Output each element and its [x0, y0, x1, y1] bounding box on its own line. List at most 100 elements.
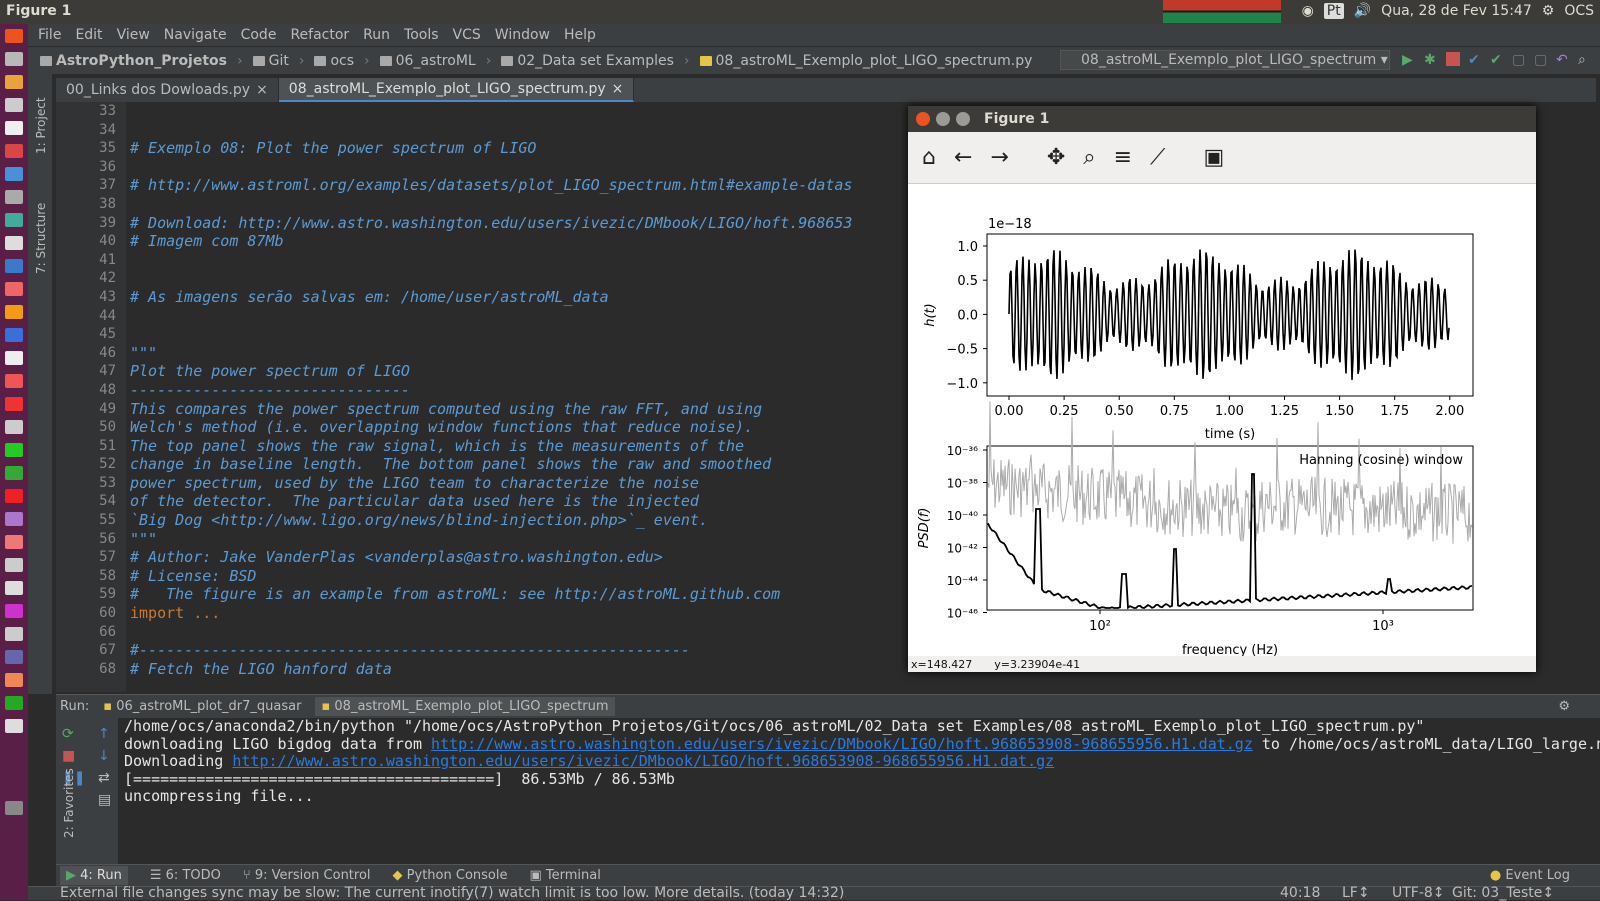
crumb-astroml[interactable]: 06_astroML [379, 53, 476, 69]
app-icon[interactable] [5, 650, 23, 664]
home-icon[interactable]: ⌂ [922, 145, 936, 170]
chrome-icon[interactable] [5, 167, 23, 181]
favorites-tool-tab[interactable]: 2: Favorites [62, 768, 76, 838]
crumb-dataset[interactable]: 02_Data set Examples [501, 53, 674, 69]
app-icon[interactable] [5, 305, 23, 319]
cursor-position[interactable]: 40:18 [1280, 885, 1321, 901]
app-icon[interactable] [5, 236, 23, 250]
gear-icon[interactable]: ⚙ [1541, 3, 1555, 19]
app-icon[interactable] [5, 328, 23, 342]
app-icon[interactable] [5, 75, 23, 89]
app-icon[interactable] [5, 443, 23, 457]
app-icon[interactable] [5, 466, 23, 480]
close-icon[interactable]: × [256, 82, 268, 98]
status-message[interactable]: External file changes sync may be slow: … [60, 885, 845, 901]
configure-subplots-icon[interactable]: ≡ [1113, 145, 1133, 170]
run-console[interactable]: /home/ocs/anaconda2/bin/python "/home/oc… [118, 718, 1600, 864]
clock[interactable]: Qua, 28 de Fev 15:47 [1381, 3, 1532, 19]
terminal-tab[interactable]: ▣ Terminal [529, 868, 601, 883]
save-icon[interactable]: ▣ [1203, 145, 1225, 170]
minimize-icon[interactable] [936, 112, 950, 126]
dash-icon[interactable] [5, 29, 23, 43]
menu-window[interactable]: Window [494, 27, 550, 43]
vcs-tool-tab[interactable]: ⑂ 9: Version Control [242, 868, 371, 883]
run-config-select[interactable]: 08_astroML_Exemplo_plot_LIGO_spectrum ▾ [1060, 50, 1390, 70]
print-icon[interactable]: ▤ [98, 792, 112, 808]
menu-code[interactable]: Code [240, 27, 277, 43]
run-tab-ligo[interactable]: ▪ 08_astroML_Exemplo_plot_LIGO_spectrum [315, 697, 615, 716]
app-icon[interactable] [5, 535, 23, 549]
crumb-ocs[interactable]: ocs [314, 53, 354, 69]
crumb-git[interactable]: Git [252, 53, 289, 69]
app-icon[interactable] [5, 98, 23, 112]
pan-icon[interactable]: ✥ [1046, 145, 1066, 170]
maximize-icon[interactable] [956, 112, 970, 126]
crumb-project[interactable]: AstroPython_Projetos [40, 53, 227, 69]
back-icon[interactable]: ← [953, 145, 973, 170]
run-tab-quasar[interactable]: ▪ 06_astroML_plot_dr7_quasar [103, 699, 302, 714]
todo-tool-tab[interactable]: ☰ 6: TODO [149, 868, 221, 883]
soft-wrap-icon[interactable]: ⇄ [98, 770, 110, 786]
app-icon[interactable] [5, 420, 23, 434]
close-icon[interactable]: × [611, 81, 624, 97]
menu-navigate[interactable]: Navigate [163, 27, 227, 43]
app-icon[interactable] [5, 719, 23, 733]
rerun-icon[interactable]: ⟳ [62, 726, 74, 742]
menu-help[interactable]: Help [563, 27, 596, 43]
user-name[interactable]: OCS [1564, 3, 1594, 19]
app-icon[interactable] [5, 627, 23, 641]
revert-icon[interactable]: ↶ [1556, 52, 1568, 68]
menu-file[interactable]: File [38, 27, 62, 43]
settings-gear-icon[interactable]: ⚙ [1558, 699, 1570, 714]
app-icon[interactable] [5, 121, 23, 135]
pause-icon[interactable]: ❚❚ [62, 770, 86, 786]
app-icon[interactable] [5, 673, 23, 687]
git-branch[interactable]: Git: 03_Teste↕ [1452, 885, 1555, 901]
app-icon[interactable] [5, 696, 23, 710]
keyboard-language[interactable]: Pt [1323, 3, 1344, 19]
history-icon[interactable]: ▢ [1534, 52, 1548, 68]
app-icon[interactable] [5, 259, 23, 273]
forward-icon[interactable]: → [990, 145, 1009, 170]
vcs-commit-icon[interactable]: ✔ [1490, 52, 1502, 68]
wifi-icon[interactable]: ◉ [1301, 3, 1314, 19]
plot-canvas[interactable]: 1e−18 h(t) time (s) 0.00 0.25 0.50 0.75 1.00… [908, 184, 1536, 658]
zoom-icon[interactable]: ⌕ [1083, 145, 1096, 170]
run-icon[interactable]: ▶ [1402, 52, 1413, 68]
edit-axis-icon[interactable]: ⟋ [1150, 145, 1166, 170]
volume-icon[interactable]: 🔊 [1353, 3, 1372, 19]
menu-run[interactable]: Run [363, 27, 391, 43]
app-icon[interactable] [5, 144, 23, 158]
tab-links[interactable]: 00_Links dos Dowloads.py × [56, 78, 279, 102]
debug-icon[interactable]: ✱ [1424, 52, 1436, 68]
app-icon[interactable] [5, 397, 23, 411]
up-arrow-icon[interactable]: ↑ [98, 726, 110, 742]
app-icon[interactable] [5, 190, 23, 204]
encoding[interactable]: UTF-8↕ [1392, 885, 1445, 901]
menu-edit[interactable]: Edit [75, 27, 103, 43]
code-editor[interactable]: # Exemplo 08: Plot the power spectrum of… [126, 102, 986, 692]
tab-ligo[interactable]: 08_astroML_Exemplo_plot_LIGO_spectrum.py… [278, 78, 635, 102]
python-console-tab[interactable]: ◆ Python Console [392, 868, 508, 883]
app-icon[interactable] [5, 558, 23, 572]
menu-vcs[interactable]: VCS [452, 27, 481, 43]
app-icon[interactable] [5, 581, 23, 595]
download-link[interactable]: http://www.astro.washington.edu/users/iv… [431, 734, 1253, 753]
menu-view[interactable]: View [116, 27, 150, 43]
down-arrow-icon[interactable]: ↓ [98, 748, 110, 764]
app-icon[interactable] [5, 604, 23, 618]
crumb-file[interactable]: 08_astroML_Exemplo_plot_LIGO_spectrum.py [699, 53, 1032, 69]
files-icon[interactable] [5, 52, 23, 66]
line-ending[interactable]: LF↕ [1342, 885, 1370, 901]
app-icon[interactable] [5, 512, 23, 526]
app-icon[interactable] [5, 351, 23, 365]
structure-tool-tab[interactable]: 7: Structure [34, 202, 48, 274]
event-log-tab[interactable]: ● Event Log [1489, 868, 1570, 883]
app-icon[interactable] [5, 213, 23, 227]
run-tool-tab[interactable]: ▶ 4: Run [60, 866, 128, 885]
project-tool-tab[interactable]: 1: Project [34, 97, 48, 154]
app-icon[interactable] [5, 374, 23, 388]
firefox-icon[interactable] [5, 282, 23, 296]
vcs-update-icon[interactable]: ✔ [1468, 52, 1480, 68]
close-window-icon[interactable] [916, 112, 930, 126]
